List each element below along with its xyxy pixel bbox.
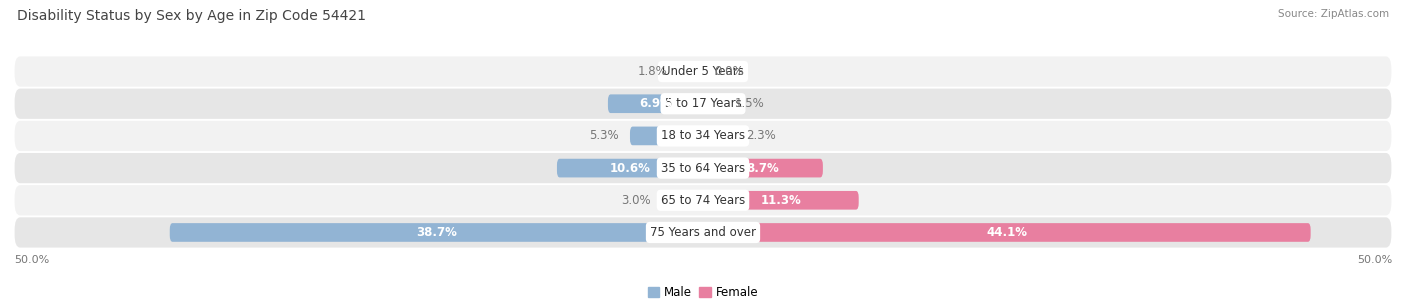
Legend: Male, Female: Male, Female: [643, 281, 763, 304]
FancyBboxPatch shape: [170, 223, 703, 242]
FancyBboxPatch shape: [14, 88, 1392, 119]
Text: 5.3%: 5.3%: [589, 130, 619, 142]
Text: 44.1%: 44.1%: [987, 226, 1028, 239]
FancyBboxPatch shape: [703, 94, 724, 113]
Text: 18 to 34 Years: 18 to 34 Years: [661, 130, 745, 142]
Text: Disability Status by Sex by Age in Zip Code 54421: Disability Status by Sex by Age in Zip C…: [17, 9, 366, 23]
FancyBboxPatch shape: [703, 126, 735, 145]
FancyBboxPatch shape: [14, 217, 1392, 247]
FancyBboxPatch shape: [703, 191, 859, 210]
FancyBboxPatch shape: [703, 159, 823, 178]
Text: 50.0%: 50.0%: [14, 255, 49, 265]
Text: 8.7%: 8.7%: [747, 162, 779, 174]
Text: 1.8%: 1.8%: [637, 65, 668, 78]
Text: 65 to 74 Years: 65 to 74 Years: [661, 194, 745, 207]
Text: 10.6%: 10.6%: [610, 162, 651, 174]
Text: 3.0%: 3.0%: [621, 194, 651, 207]
FancyBboxPatch shape: [630, 126, 703, 145]
Text: 1.5%: 1.5%: [735, 97, 765, 110]
Text: 35 to 64 Years: 35 to 64 Years: [661, 162, 745, 174]
FancyBboxPatch shape: [607, 94, 703, 113]
Text: 11.3%: 11.3%: [761, 194, 801, 207]
FancyBboxPatch shape: [14, 185, 1392, 216]
FancyBboxPatch shape: [557, 159, 703, 178]
FancyBboxPatch shape: [14, 121, 1392, 151]
Text: 38.7%: 38.7%: [416, 226, 457, 239]
Text: Under 5 Years: Under 5 Years: [662, 65, 744, 78]
Text: 6.9%: 6.9%: [638, 97, 672, 110]
Text: 75 Years and over: 75 Years and over: [650, 226, 756, 239]
FancyBboxPatch shape: [662, 191, 703, 210]
Text: 50.0%: 50.0%: [1357, 255, 1392, 265]
Text: 2.3%: 2.3%: [745, 130, 776, 142]
FancyBboxPatch shape: [14, 57, 1392, 87]
FancyBboxPatch shape: [703, 223, 1310, 242]
FancyBboxPatch shape: [14, 153, 1392, 183]
Text: 5 to 17 Years: 5 to 17 Years: [665, 97, 741, 110]
Text: 0.0%: 0.0%: [714, 65, 744, 78]
FancyBboxPatch shape: [678, 62, 703, 81]
Text: Source: ZipAtlas.com: Source: ZipAtlas.com: [1278, 9, 1389, 19]
